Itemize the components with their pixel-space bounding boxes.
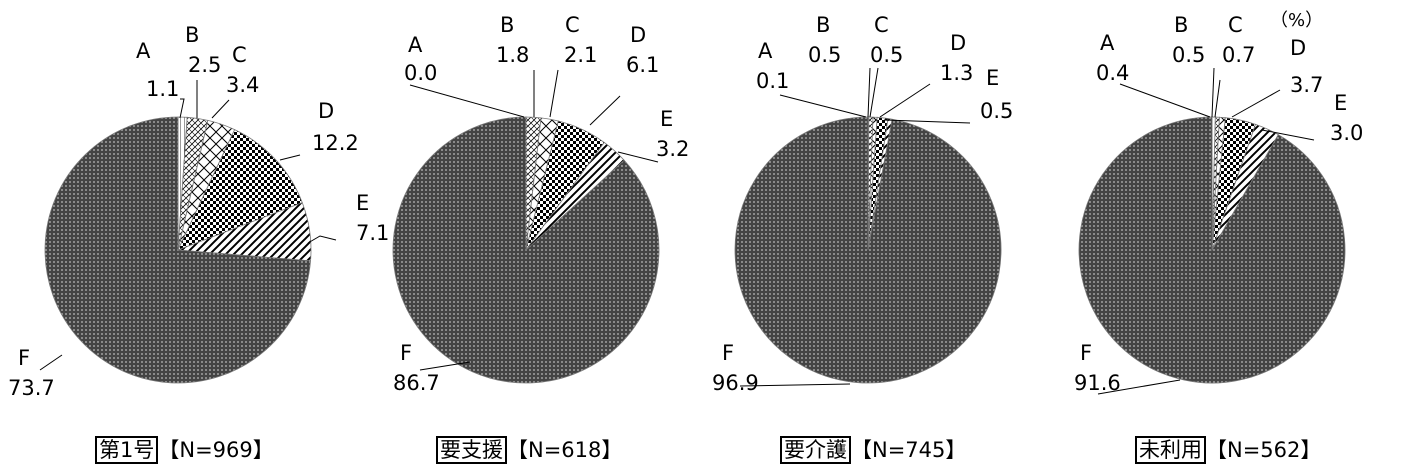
slice-category-label: E (356, 191, 369, 215)
slice-value-label: 0.0 (404, 61, 437, 85)
slice-category-label: E (1334, 91, 1347, 115)
slice-category-label: C (565, 13, 580, 37)
pie-slice-F (44, 116, 311, 384)
leader-line (589, 95, 621, 126)
leader-line (869, 67, 879, 118)
slice-category-label: C (1228, 13, 1243, 37)
caption-group: 要支援 (436, 436, 507, 464)
leader-line (279, 154, 301, 161)
slice-value-label: 2.5 (188, 53, 221, 77)
pie-slice-F (392, 116, 660, 384)
leader-line (739, 383, 851, 387)
slice-category-label: F (1080, 341, 1092, 365)
leader-line (1097, 379, 1181, 395)
leader-line (883, 119, 971, 124)
slice-value-label: 7.1 (356, 221, 389, 245)
slice-value-label: 1.3 (940, 61, 973, 85)
leader-line (419, 361, 471, 371)
caption-group: 未利用 (1135, 436, 1206, 464)
slice-category-label: D (630, 23, 646, 47)
slice-category-label: A (408, 33, 423, 57)
unit-label: （%） (1270, 10, 1324, 31)
slice-value-label: 0.5 (980, 99, 1013, 123)
slice-value-label: 3.0 (1330, 121, 1363, 145)
leader-line (39, 354, 63, 371)
leader-line (1119, 83, 1211, 118)
slice-value-label: 12.2 (312, 131, 359, 155)
slice-value-label: 2.1 (564, 43, 597, 67)
pie-slice-F (734, 116, 1002, 384)
slice-category-label: F (400, 341, 412, 365)
slice-value-label: 3.4 (226, 73, 259, 97)
slice-value-label: 73.7 (8, 376, 55, 400)
slice-category-label: C (874, 13, 889, 37)
slice-category-label: D (1290, 36, 1306, 60)
slice-value-label: 0.5 (808, 43, 841, 67)
slice-value-label: 0.4 (1096, 61, 1129, 85)
slice-category-label: B (816, 13, 830, 37)
caption-3: 要介護 【N=745】 (780, 434, 966, 464)
slice-category-label: D (950, 31, 966, 55)
leader-line (307, 235, 337, 244)
leader-line (1211, 67, 1215, 118)
pie-slice-F (1078, 116, 1346, 384)
slice-category-label: A (758, 39, 773, 63)
slice-category-label: F (722, 341, 734, 365)
leader-line (179, 98, 185, 119)
leader-line (867, 67, 871, 118)
leader-line (779, 94, 867, 118)
slice-value-label: 0.7 (1222, 43, 1255, 67)
leader-line (409, 84, 525, 118)
slice-category-label: B (185, 23, 199, 47)
pie-chart-2: A 0.0 B 1.8 C 2.1 D 6.1 E 3.2 F 86.7 (392, 13, 689, 395)
slice-value-label: 0.1 (756, 69, 789, 93)
slice-value-label: 86.7 (393, 371, 440, 395)
leader-line (1231, 89, 1281, 118)
slice-category-label: B (500, 13, 514, 37)
leader-line (211, 99, 230, 119)
leader-line (1261, 129, 1315, 141)
slice-value-label: 0.5 (870, 43, 903, 67)
slice-category-label: B (1174, 13, 1188, 37)
pie-chart-3: A 0.1 B 0.5 C 0.5 D 1.3 E 0.5 F 96.9 (712, 13, 1013, 395)
caption-n: 【N=745】 (851, 438, 967, 462)
slice-category-label: A (136, 39, 151, 63)
slice-category-label: D (318, 99, 334, 123)
caption-group: 要介護 (780, 436, 851, 464)
caption-4: 未利用 【N=562】 (1135, 434, 1321, 464)
leader-line (617, 151, 659, 163)
slice-value-label: 3.2 (656, 137, 689, 161)
caption-1: 第1号 【N=969】 (95, 434, 274, 464)
slice-category-label: E (660, 107, 673, 131)
slice-category-label: F (18, 346, 30, 370)
leader-line (879, 83, 931, 118)
slice-value-label: 1.8 (496, 43, 529, 67)
caption-n: 【N=618】 (507, 438, 623, 462)
leader-line (1214, 79, 1221, 118)
caption-n: 【N=969】 (158, 438, 274, 462)
slice-value-label: 3.7 (1290, 73, 1323, 97)
caption-n: 【N=562】 (1206, 438, 1322, 462)
pie-chart-1: A 1.1 B 2.5 C 3.4 D 12.2 E 7.1 F 73.7 (8, 23, 389, 400)
caption-2: 要支援 【N=618】 (436, 434, 622, 464)
slice-value-label: 0.5 (1172, 43, 1205, 67)
caption-group: 第1号 (95, 436, 159, 464)
slice-category-label: C (232, 43, 247, 67)
slice-value-label: 6.1 (626, 53, 659, 77)
pie-slice-D (177, 129, 303, 251)
leader-line (549, 69, 559, 118)
slice-value-label: 1.1 (146, 77, 179, 101)
slice-category-label: A (1100, 31, 1115, 55)
slice-category-label: E (986, 66, 999, 90)
slice-value-label: 96.9 (712, 371, 759, 395)
